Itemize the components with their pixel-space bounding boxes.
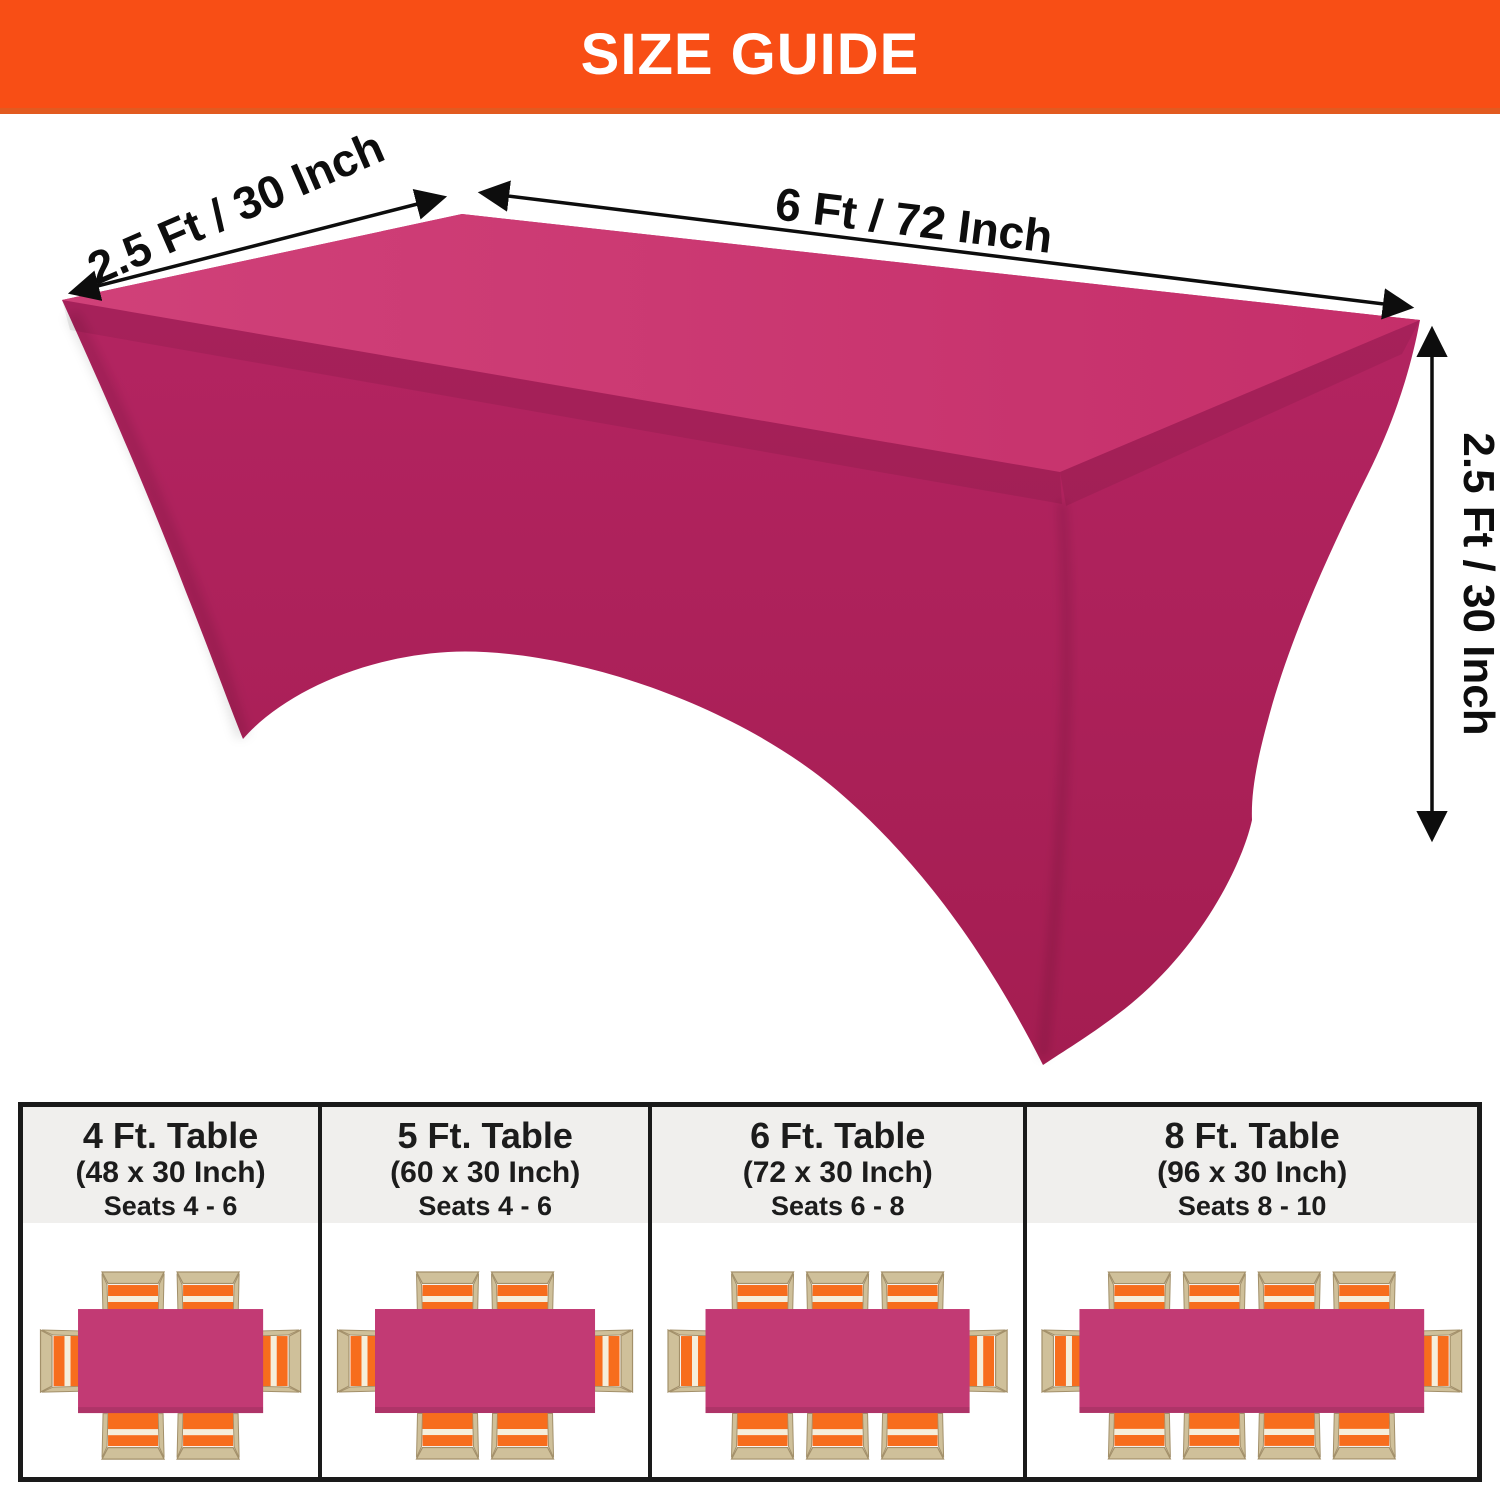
panel-dimensions: (72 x 30 Inch)	[742, 1156, 933, 1189]
panel-dimensions: (48 x 30 Inch)	[75, 1156, 266, 1189]
length-dimension-label: 6 Ft / 72 Inch	[772, 177, 1055, 263]
panel-header: 6 Ft. Table (72 x 30 Inch) Seats 6 - 8	[652, 1107, 1024, 1223]
panel-header: 8 Ft. Table (96 x 30 Inch) Seats 8 - 10	[1027, 1107, 1477, 1223]
panel-body	[322, 1223, 649, 1478]
panel-body	[652, 1223, 1024, 1478]
panel-seats: Seats 8 - 10	[1177, 1191, 1327, 1221]
height-dimension-label: 2.5 Ft / 30 Inch	[1454, 432, 1500, 735]
panel-title: 8 Ft. Table	[1164, 1115, 1340, 1156]
depth-dimension-arrow	[67, 188, 448, 302]
panel-header: 5 Ft. Table (60 x 30 Inch) Seats 4 - 6	[322, 1107, 649, 1223]
panel-body	[23, 1223, 319, 1478]
table-seating-diagram	[667, 1271, 1008, 1460]
size-chart-table: 4 Ft. Table (48 x 30 Inch) Seats 4 - 6 5…	[18, 1102, 1482, 1482]
panel-body	[1027, 1223, 1477, 1477]
table-cover-illustration: 2.5 Ft / 30 Inch 6 Ft / 72 Inch 2.5 Ft /…	[62, 120, 1500, 1065]
size-panel-5ft: 5 Ft. Table (60 x 30 Inch) Seats 4 - 6	[318, 1107, 649, 1478]
cover-corner-crease	[1038, 501, 1072, 1058]
panel-title: 6 Ft. Table	[750, 1115, 926, 1156]
size-panel-4ft: 4 Ft. Table (48 x 30 Inch) Seats 4 - 6	[23, 1107, 319, 1478]
table-seating-diagram	[1041, 1271, 1463, 1460]
panel-header: 4 Ft. Table (48 x 30 Inch) Seats 4 - 6	[23, 1107, 319, 1223]
size-panel-6ft: 6 Ft. Table (72 x 30 Inch) Seats 6 - 8	[648, 1107, 1024, 1478]
panel-title: 5 Ft. Table	[397, 1115, 573, 1156]
cover-left-shade	[65, 310, 250, 740]
panel-title: 4 Ft. Table	[82, 1115, 259, 1156]
panel-seats: Seats 4 - 6	[103, 1191, 238, 1221]
size-panel-8ft: 8 Ft. Table (96 x 30 Inch) Seats 8 - 10	[1023, 1107, 1477, 1477]
banner-title: SIZE GUIDE	[580, 21, 920, 87]
size-guide-banner: SIZE GUIDE	[0, 0, 1500, 114]
panel-seats: Seats 4 - 6	[418, 1191, 552, 1221]
cover-rim-front	[62, 300, 1062, 504]
cover-rim-right	[1060, 320, 1420, 506]
panel-seats: Seats 6 - 8	[770, 1191, 905, 1221]
length-dimension-arrow	[477, 180, 1415, 320]
panel-dimensions: (60 x 30 Inch)	[390, 1156, 581, 1189]
table-seating-diagram	[337, 1271, 634, 1460]
panel-dimensions: (96 x 30 Inch)	[1157, 1156, 1348, 1189]
table-seating-diagram	[39, 1271, 302, 1460]
